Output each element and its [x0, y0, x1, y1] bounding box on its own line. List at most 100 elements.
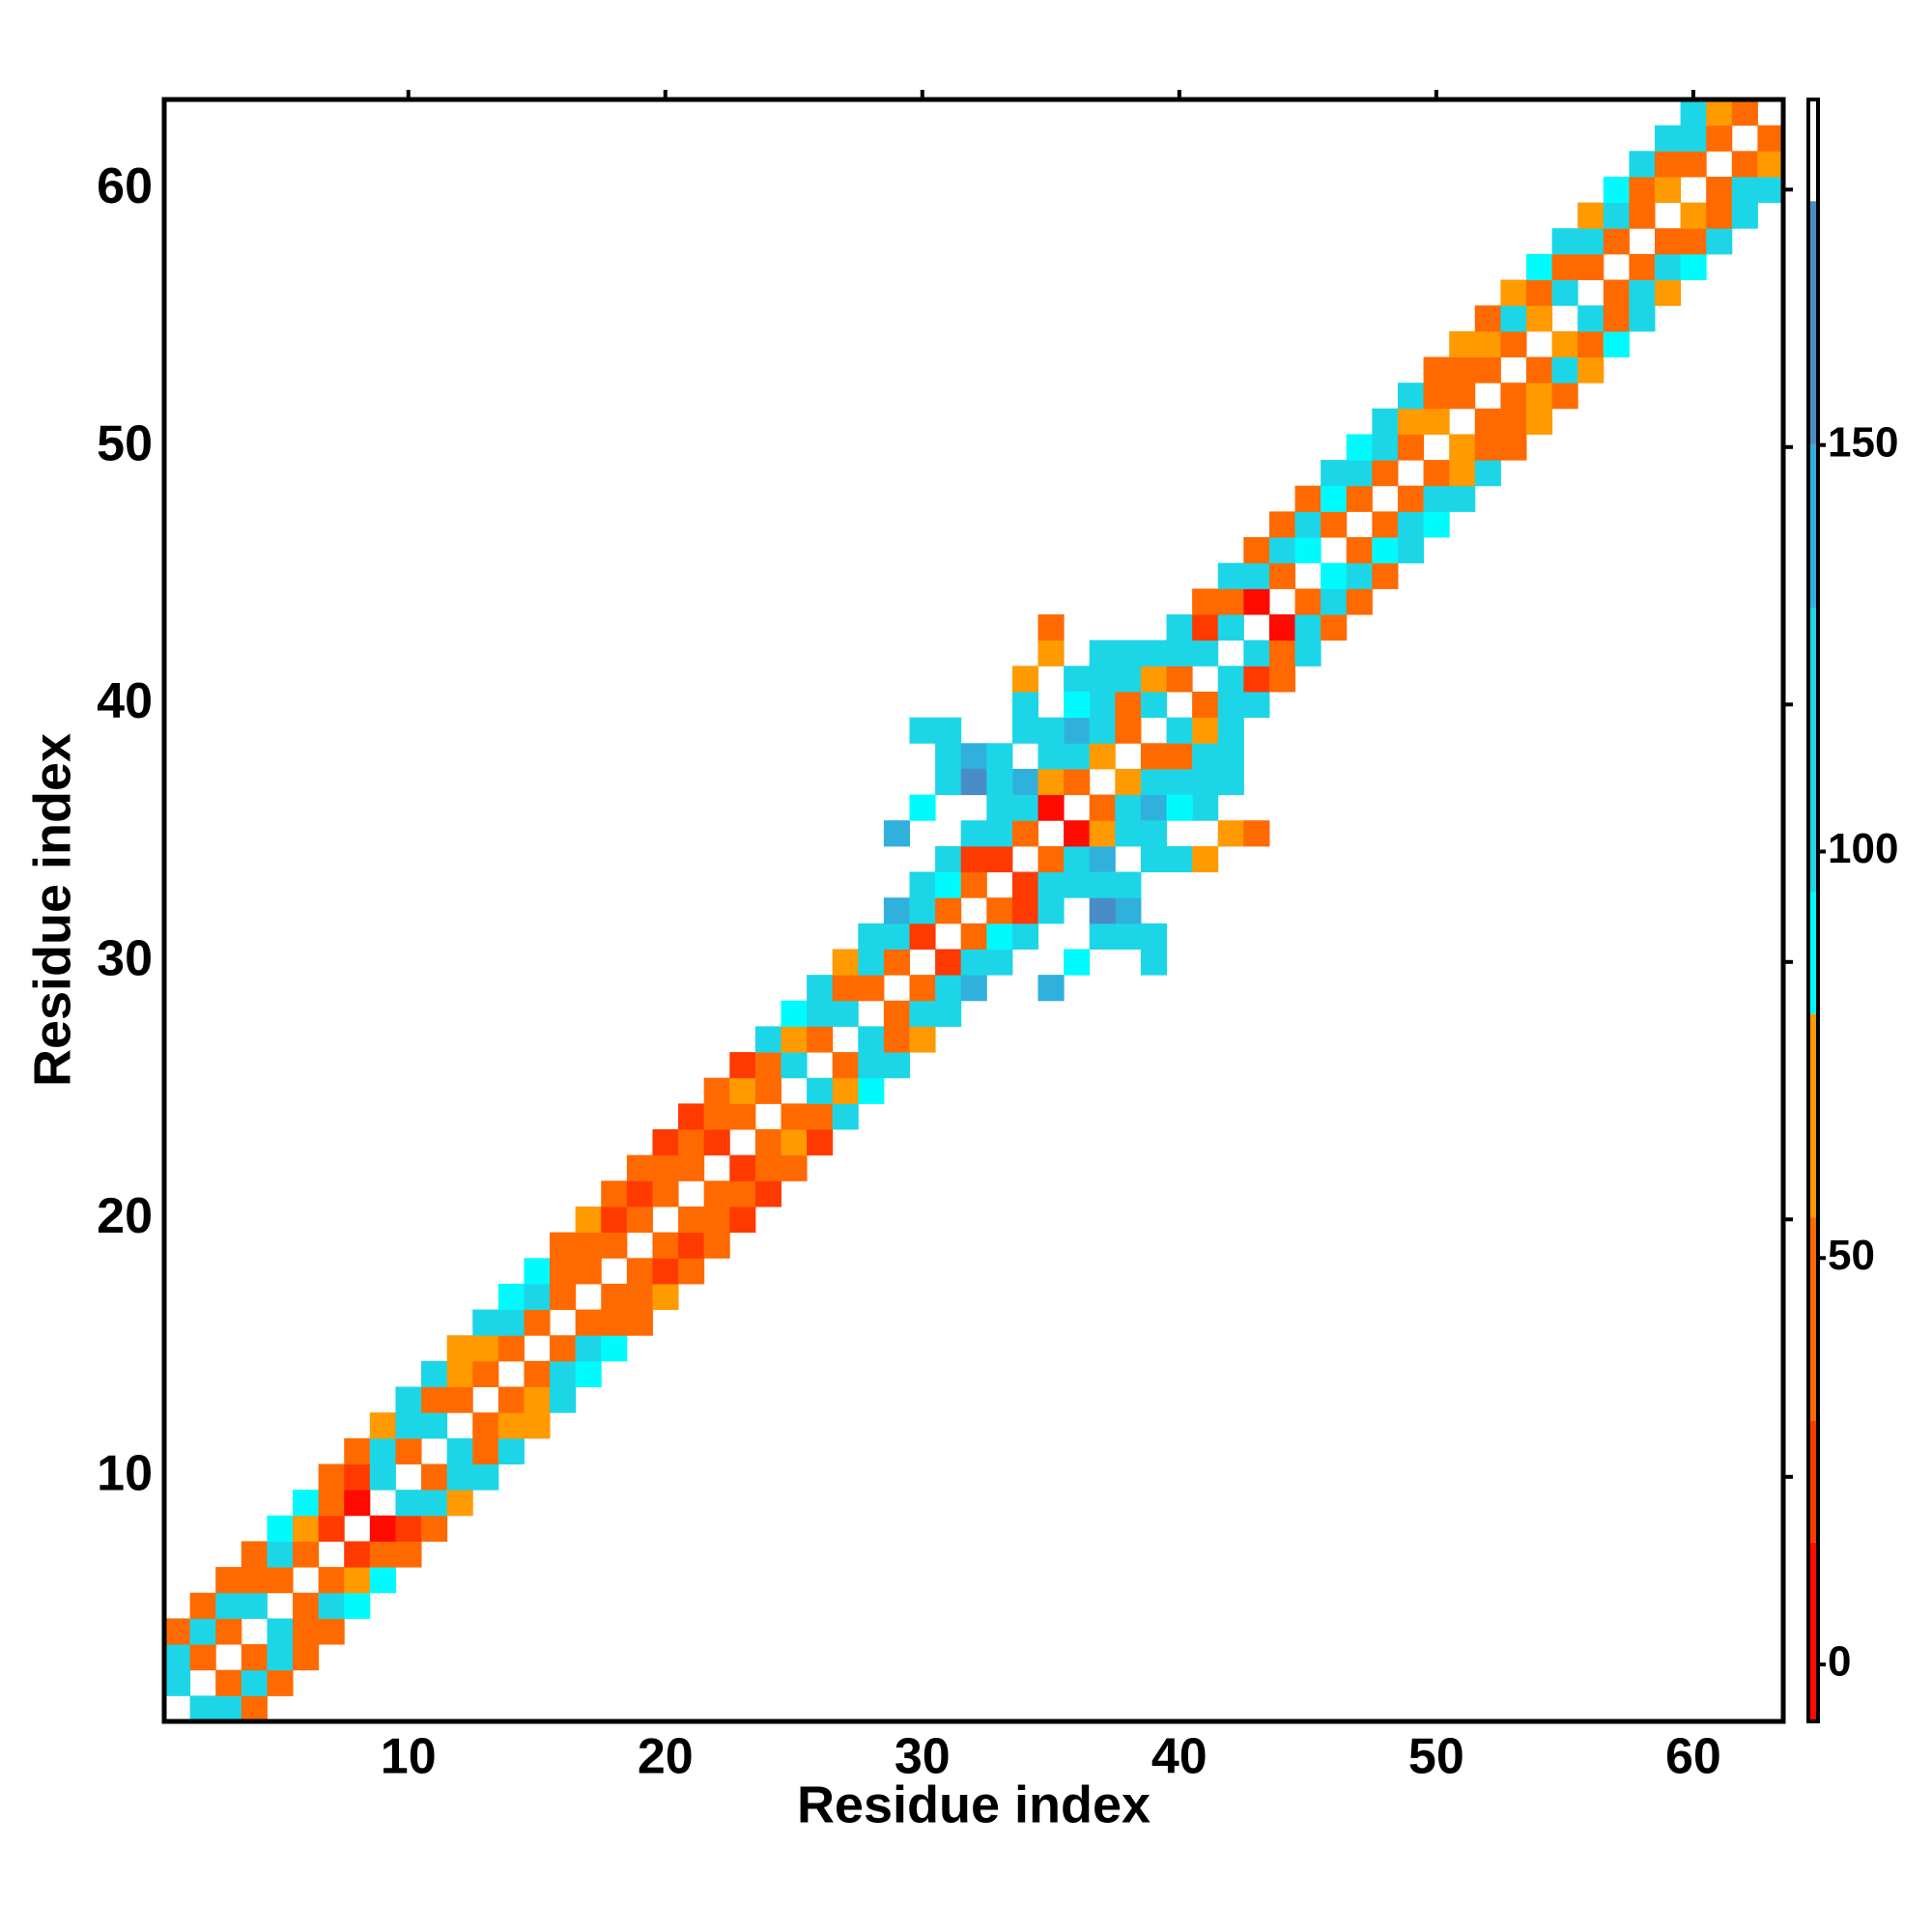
heat-cell	[1140, 743, 1168, 770]
heat-cell	[858, 1052, 885, 1079]
heat-cell	[1192, 768, 1219, 796]
heat-cell	[472, 1463, 499, 1491]
heat-cell	[1268, 614, 1296, 641]
heat-cell	[421, 1490, 448, 1517]
heat-cell	[1268, 537, 1296, 564]
heat-cell	[1346, 537, 1373, 564]
heat-cell	[446, 1437, 473, 1464]
heat-cell	[1372, 434, 1399, 461]
heat-cell	[1037, 639, 1065, 667]
heat-cell	[575, 1335, 602, 1362]
heat-cell	[909, 1026, 936, 1053]
heat-cell	[1243, 537, 1270, 564]
heat-cell	[1577, 330, 1605, 358]
heat-cell	[960, 743, 987, 770]
heat-cell	[858, 1026, 885, 1053]
heat-cell	[497, 1309, 525, 1336]
heat-cell	[1629, 279, 1656, 306]
heat-cell	[1372, 408, 1399, 435]
heat-cell	[678, 1258, 705, 1285]
heat-cell	[1243, 562, 1270, 589]
heat-cell	[472, 1437, 499, 1464]
heat-cell	[703, 1077, 730, 1104]
heat-cell	[781, 1026, 808, 1053]
heat-cell	[215, 1567, 242, 1594]
heat-cell	[678, 1232, 705, 1259]
heat-cell	[986, 897, 1013, 924]
heat-cell	[1706, 176, 1733, 204]
heat-cell	[1089, 897, 1116, 924]
heat-cell	[1346, 588, 1373, 615]
heat-cell	[1603, 228, 1630, 255]
heat-cell	[267, 1541, 294, 1568]
heat-cell	[1140, 768, 1168, 796]
heat-cell	[1140, 949, 1168, 976]
x-axis-label: Residue index	[797, 1776, 1151, 1833]
heat-cell	[935, 717, 962, 744]
x-tick-label: 30	[895, 1729, 951, 1785]
heat-cell	[1037, 768, 1065, 796]
heat-cell	[1166, 639, 1193, 667]
heat-cell	[601, 1335, 628, 1362]
heat-cell	[1011, 794, 1039, 821]
heat-cell	[164, 1644, 191, 1671]
heat-cell	[1217, 562, 1244, 589]
heat-cell	[575, 1360, 602, 1388]
heat-cell	[1115, 820, 1142, 847]
heat-cell	[883, 897, 910, 924]
heat-cell	[1217, 717, 1244, 744]
colorbar-segment	[1808, 201, 1818, 445]
heat-cell	[1294, 511, 1321, 538]
heat-cell	[1089, 794, 1116, 821]
heat-cell	[1243, 639, 1270, 667]
heat-cell	[369, 1567, 396, 1594]
heat-cell	[1397, 383, 1425, 410]
heat-cell	[1449, 356, 1476, 384]
heat-cell	[703, 1206, 730, 1234]
heat-cell	[1757, 176, 1784, 204]
heat-cell	[986, 845, 1013, 873]
heat-cell	[293, 1618, 320, 1645]
heat-cell	[1294, 588, 1321, 615]
heat-cell	[626, 1258, 653, 1285]
heat-cell	[241, 1669, 268, 1696]
heat-cell	[164, 1618, 191, 1645]
heat-cell	[575, 1309, 602, 1336]
heat-cell	[883, 1000, 910, 1027]
heat-cell	[1449, 485, 1476, 512]
heat-cell	[1551, 383, 1578, 410]
heat-cell	[1629, 176, 1656, 204]
heat-cell	[1166, 614, 1193, 641]
colorbar-segment	[1808, 892, 1818, 1014]
heat-cell	[754, 1052, 781, 1079]
heat-cell	[883, 1026, 910, 1053]
heat-cell	[601, 1206, 628, 1234]
heat-cell	[1011, 691, 1039, 719]
heat-cell	[1706, 99, 1733, 127]
heat-cell	[858, 923, 885, 950]
heat-cell	[369, 1515, 396, 1542]
y-tick-label: 60	[97, 158, 153, 214]
colorbar-tick-label: 100	[1828, 825, 1898, 872]
heat-cell	[703, 1232, 730, 1259]
heat-cell	[1525, 305, 1553, 332]
heat-cell	[369, 1541, 396, 1568]
heat-cell	[215, 1592, 242, 1619]
heat-cell	[1603, 330, 1630, 358]
heat-cell	[781, 1129, 808, 1156]
heat-cell	[446, 1360, 473, 1388]
heat-cell	[267, 1567, 294, 1594]
heat-cell	[781, 1052, 808, 1079]
heat-cell	[1525, 253, 1553, 281]
heat-cell	[189, 1618, 216, 1645]
heat-cell	[1551, 228, 1578, 255]
heat-cell	[1294, 485, 1321, 512]
heat-cell	[832, 949, 859, 976]
heat-cell	[1037, 975, 1065, 1002]
heat-cell	[626, 1283, 653, 1311]
colorbar-segment	[1808, 444, 1818, 609]
heat-cell	[703, 1180, 730, 1208]
heat-cell	[1474, 408, 1501, 435]
heat-cell	[807, 1103, 834, 1130]
